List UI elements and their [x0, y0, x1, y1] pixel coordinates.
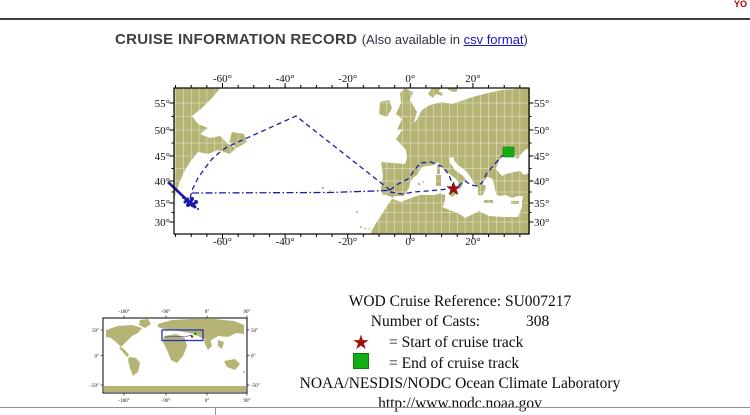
- svg-text:35°: 35°: [155, 198, 170, 210]
- main-cruise-map: -60° -40° -20° 0° 20° -60° -40° -20° 0° …: [155, 73, 550, 248]
- map-graticule: [174, 88, 529, 234]
- top-divider: [0, 18, 750, 20]
- inset-region-highlight: [161, 329, 204, 342]
- end-legend-text: = End of cruise track: [389, 354, 520, 372]
- svg-text:40°: 40°: [155, 176, 170, 188]
- svg-text:45°: 45°: [155, 151, 170, 163]
- cruise-reference-value: SU007217: [504, 293, 572, 310]
- inset-track: [164, 334, 193, 338]
- svg-text:0°: 0°: [205, 399, 210, 404]
- csv-format-link[interactable]: csv format: [463, 32, 524, 47]
- svg-text:-60°: -60°: [213, 73, 232, 85]
- cruise-track: [167, 115, 508, 200]
- bottom-column-divider: [215, 408, 216, 415]
- inset-ticks: [100, 315, 250, 396]
- svg-text:90°: 90°: [244, 399, 251, 404]
- also-available-suffix: ): [523, 32, 528, 47]
- svg-text:0°: 0°: [95, 355, 100, 360]
- inset-axis-labels: -180° -90° 0° 90° -180° -90° 0° 90° 50° …: [90, 310, 259, 404]
- svg-text:40°: 40°: [534, 176, 549, 188]
- overview-inset-map: -180° -90° 0° 90° -180° -90° 0° 90° 50° …: [90, 310, 259, 404]
- casts-value: 308: [525, 313, 550, 330]
- svg-text:50°: 50°: [251, 329, 258, 334]
- page-title: CRUISE INFORMATION RECORD: [115, 31, 358, 48]
- map-axis-labels: -60° -40° -20° 0° 20° -60° -40° -20° 0° …: [155, 73, 550, 248]
- svg-text:-20°: -20°: [338, 236, 357, 248]
- svg-text:0°: 0°: [405, 73, 415, 85]
- svg-text:-60°: -60°: [213, 236, 232, 248]
- svg-text:-20°: -20°: [338, 73, 357, 85]
- svg-text:20°: 20°: [465, 236, 480, 248]
- svg-text:45°: 45°: [534, 151, 549, 163]
- svg-text:-90°: -90°: [162, 310, 171, 315]
- cruise-reference-line: WOD Cruise Reference: SU007217: [285, 292, 635, 312]
- svg-text:-50°: -50°: [90, 384, 99, 389]
- inset-end-dot: [194, 332, 197, 336]
- map-frame: [173, 87, 530, 235]
- casts-line: Number of Casts: 308: [285, 312, 635, 332]
- bottom-divider: [0, 407, 750, 408]
- svg-text:0°: 0°: [251, 355, 256, 360]
- svg-text:35°: 35°: [534, 198, 549, 210]
- cruise-info-block: WOD Cruise Reference: SU007217 Number of…: [285, 292, 635, 414]
- url-line: http://www.nodc.noaa.gov: [378, 395, 542, 412]
- svg-text:55°: 55°: [534, 98, 549, 110]
- svg-text:90°: 90°: [244, 310, 251, 315]
- inset-start-dot: [190, 335, 194, 338]
- cruise-reference-label: WOD Cruise Reference:: [348, 293, 502, 310]
- svg-text:30°: 30°: [155, 217, 170, 229]
- clipped-header-text: YO: [733, 0, 747, 9]
- svg-text:-50°: -50°: [251, 384, 260, 389]
- svg-text:-180°: -180°: [118, 399, 129, 404]
- svg-text:-180°: -180°: [118, 310, 129, 315]
- svg-text:55°: 55°: [155, 98, 170, 110]
- svg-text:0°: 0°: [205, 310, 210, 315]
- end-square-icon: [353, 353, 369, 369]
- also-available-prefix: (Also available in: [361, 32, 464, 47]
- start-legend-text: = Start of cruise track: [389, 333, 524, 351]
- svg-text:50°: 50°: [155, 125, 170, 137]
- svg-text:30°: 30°: [534, 217, 549, 229]
- svg-text:-90°: -90°: [162, 399, 171, 404]
- cast-cluster: [182, 197, 199, 210]
- svg-text:0°: 0°: [405, 236, 415, 248]
- map-ticks: [169, 83, 534, 239]
- svg-text:20°: 20°: [465, 73, 480, 85]
- casts-label: Number of Casts:: [370, 313, 481, 330]
- page-header: CRUISE INFORMATION RECORD (Also availabl…: [115, 31, 528, 49]
- svg-text:-40°: -40°: [276, 73, 295, 85]
- svg-text:50°: 50°: [92, 329, 99, 334]
- end-marker-icon: [502, 146, 515, 158]
- svg-text:-40°: -40°: [276, 236, 295, 248]
- organization-line: NOAA/NESDIS/NODC Ocean Climate Laborator…: [299, 375, 621, 392]
- start-star-icon: ★: [352, 329, 370, 354]
- start-legend-row: ★ = Start of cruise track: [285, 332, 635, 353]
- svg-text:50°: 50°: [534, 125, 549, 137]
- end-legend-row: = End of cruise track: [285, 353, 635, 374]
- start-marker-icon: [446, 181, 461, 196]
